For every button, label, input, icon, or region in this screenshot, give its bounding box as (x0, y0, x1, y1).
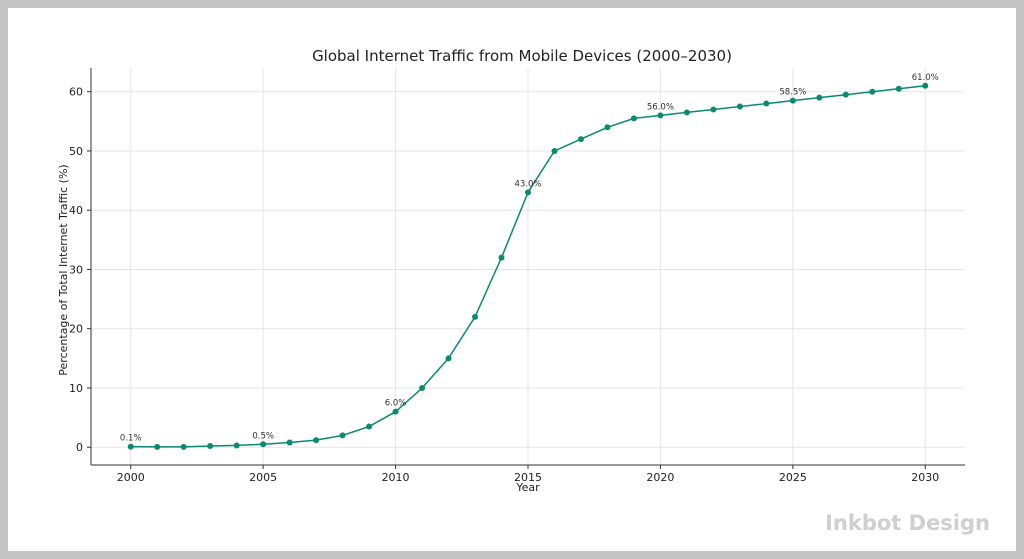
chart-title: Global Internet Traffic from Mobile Devi… (312, 47, 732, 65)
data-point (419, 384, 426, 391)
tick-labels: 2000 2005 2010 2015 2020 2025 2030010203040506… (69, 86, 939, 484)
data-point (260, 441, 267, 448)
annotations: 0.1% 0.5% 6.0% 43.0% 56.0% 58.5% 61.0% (120, 73, 939, 444)
y-tick-label: 40 (69, 204, 83, 217)
grid (91, 68, 965, 465)
data-point (551, 147, 558, 154)
y-tick-label: 20 (69, 323, 83, 336)
data-point (472, 313, 479, 320)
data-label: 61.0% (912, 73, 939, 83)
data-point (895, 85, 902, 92)
data-point (789, 97, 796, 104)
y-axis-label: Percentage of Total Internet Traffic (%) (57, 164, 70, 375)
data-point (683, 109, 690, 116)
line-chart: 2000 2005 2010 2015 2020 2025 2030010203040506… (57, 47, 990, 535)
data-label: 56.0% (647, 102, 674, 112)
y-tick-label: 10 (69, 382, 83, 395)
data-point (763, 100, 770, 107)
series (127, 82, 929, 450)
data-point (445, 355, 452, 362)
y-tick-label: 0 (76, 441, 83, 454)
data-point (233, 442, 240, 449)
data-label: 0.1% (120, 434, 142, 444)
data-point (736, 103, 743, 110)
axes (87, 68, 965, 469)
data-label: 58.5% (779, 88, 806, 98)
x-tick-label: 2005 (249, 471, 277, 484)
data-point (525, 189, 531, 196)
data-point (498, 254, 505, 261)
data-point (127, 443, 134, 450)
data-point (286, 439, 293, 446)
data-point (604, 124, 611, 131)
data-point (154, 443, 161, 450)
data-point (842, 91, 849, 98)
watermark-logo-text: Inkbot Design (825, 511, 990, 535)
data-label: 43.0% (514, 179, 541, 189)
data-point (366, 423, 373, 430)
x-tick-label: 2000 (117, 471, 145, 484)
data-point (339, 432, 346, 439)
chart-frame: 2000 2005 2010 2015 2020 2025 2030 0 10 20 30 40 50 6… (8, 8, 1016, 551)
x-tick-label: 2010 (382, 471, 410, 484)
x-tick-label: 2030 (911, 471, 939, 484)
x-tick-label: 2025 (779, 471, 807, 484)
data-point (657, 112, 664, 119)
data-point (392, 408, 399, 415)
data-point (869, 88, 876, 95)
x-axis-label: Year (515, 481, 540, 494)
x-tick-label: 2020 (646, 471, 674, 484)
data-point (577, 136, 584, 143)
data-point (180, 443, 187, 450)
y-tick-label: 60 (69, 86, 83, 99)
data-point (313, 437, 320, 444)
data-point (710, 106, 717, 113)
data-point (207, 443, 214, 450)
data-label: 6.0% (385, 399, 407, 409)
x-tick-label: 2015 (514, 471, 542, 484)
data-point (922, 82, 929, 89)
data-label: 0.5% (252, 431, 274, 441)
data-point (630, 115, 637, 122)
data-point (816, 94, 823, 101)
y-tick-label: 50 (69, 145, 83, 158)
y-tick-label: 30 (69, 263, 83, 276)
